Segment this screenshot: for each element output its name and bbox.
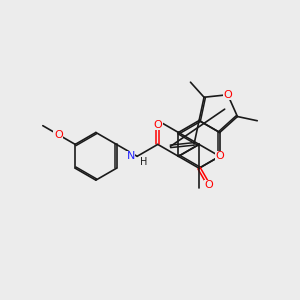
Text: O: O [205, 180, 213, 190]
Text: O: O [215, 151, 224, 161]
Text: O: O [54, 130, 63, 140]
Text: N: N [127, 151, 135, 161]
Text: O: O [224, 90, 232, 100]
Text: H: H [140, 157, 147, 167]
Text: O: O [153, 120, 162, 130]
